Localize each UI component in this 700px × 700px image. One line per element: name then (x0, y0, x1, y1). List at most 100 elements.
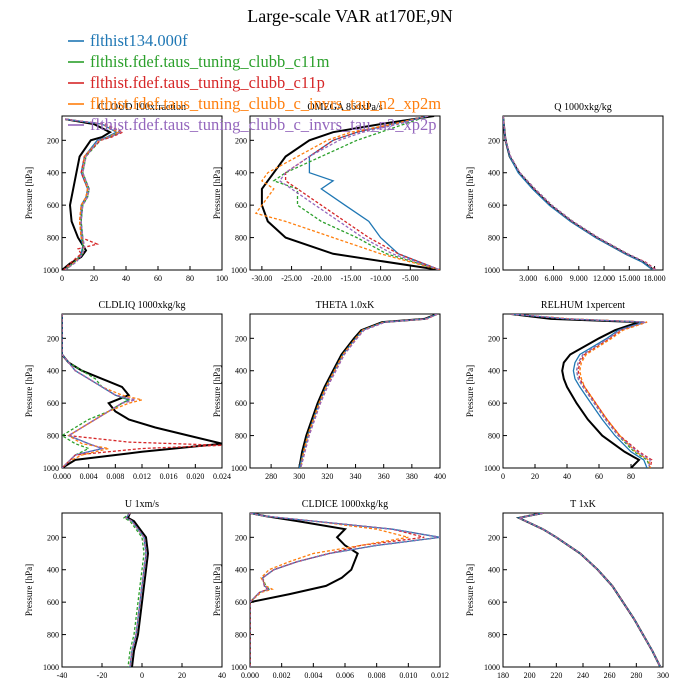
y-axis-label: Pressure [hPa] (24, 365, 34, 417)
series-line-5 (510, 314, 651, 468)
x-tick-label: 0.000 (241, 671, 259, 680)
plot-frame (61, 115, 223, 271)
x-tick-label: 6.000 (545, 274, 563, 283)
x-tick-label: 3.000 (519, 274, 537, 283)
panel-3: Q 1000xkg/kg 200 400 600 800 1000 Pressure [hP… (465, 102, 666, 283)
series-line-4 (254, 116, 440, 270)
y-tick-label: 600 (488, 598, 500, 607)
y-tick-label: 1000 (484, 663, 500, 672)
x-tick-label: -20.00 (311, 274, 332, 283)
x-tick-label: 0.006 (336, 671, 354, 680)
x-tick-label: 0.012 (133, 472, 151, 481)
series-line-2 (62, 314, 131, 468)
panel-title: THETA 1.0xK (316, 300, 375, 311)
x-tick-label: 0 (60, 274, 64, 283)
y-tick-label: 400 (235, 566, 247, 575)
x-tick-label: 340 (350, 472, 362, 481)
panel-2: OMEGA 864xPa/s 200 400 600 800 1000 Pressure [… (212, 102, 441, 283)
series-line-3 (284, 116, 440, 270)
x-tick-label: -10.00 (370, 274, 391, 283)
x-tick-label: 80 (186, 274, 194, 283)
x-tick-label: 400 (434, 472, 446, 481)
series-line-6 (515, 513, 662, 667)
x-tick-label: 0.008 (368, 671, 386, 680)
x-tick-label: -20 (97, 671, 108, 680)
x-tick-label: 280 (265, 472, 277, 481)
x-tick-label: 220 (550, 671, 562, 680)
series-line-2 (122, 513, 145, 667)
y-tick-label: 400 (47, 169, 59, 178)
series-line-5 (62, 314, 136, 468)
x-tick-label: 0.000 (53, 472, 71, 481)
x-tick-label: 100 (216, 274, 228, 283)
series-line-3 (300, 314, 438, 468)
y-tick-label: 800 (488, 432, 500, 441)
series-line-1 (64, 118, 118, 270)
series-line-5 (300, 314, 438, 468)
panel-1: CLOUD 100xfraction2004006008001000Pressu… (24, 102, 228, 283)
y-tick-label: 1000 (43, 464, 59, 473)
y-axis-label: Pressure [hPa] (212, 167, 222, 219)
panel-title: T 1xK (570, 499, 596, 510)
y-tick-label: 800 (488, 631, 500, 640)
panel-9: T 1xK 200 400 600 800 1000 Pressure [hPa] 180 20… (465, 499, 669, 680)
x-tick-label: 300 (657, 671, 669, 680)
y-tick-label: 200 (47, 334, 59, 343)
panel-title: CLDLIQ 1000xkg/kg (99, 300, 186, 311)
panel-title: Q 1000xkg/kg (554, 102, 612, 113)
y-tick-label: 400 (488, 566, 500, 575)
series-line-4 (64, 118, 120, 270)
series-line-5 (503, 116, 656, 270)
plot-frame (502, 512, 664, 668)
x-tick-label: 20 (178, 671, 186, 680)
panel-title: RELHUM 1xpercent (541, 300, 625, 311)
y-tick-label: 800 (47, 234, 59, 243)
panels-group: CLOUD 100xfraction2004006008001000Pressu… (24, 102, 669, 680)
x-tick-label: -5.00 (402, 274, 419, 283)
series-line-4 (300, 314, 438, 468)
y-tick-label: 400 (235, 367, 247, 376)
y-tick-label: 1000 (231, 663, 247, 672)
y-tick-label: 600 (47, 399, 59, 408)
y-tick-label: 400 (47, 566, 59, 575)
x-tick-label: 0.004 (80, 472, 98, 481)
y-axis-label: Pressure [hPa] (24, 564, 34, 616)
y-tick-label: 400 (488, 169, 500, 178)
y-tick-label: 200 (47, 533, 59, 542)
series-line-4 (510, 314, 651, 468)
x-tick-label: 80 (627, 472, 635, 481)
x-tick-label: 0.010 (399, 671, 417, 680)
series-line-1 (298, 314, 438, 468)
legend-label: flthist.fdef.taus_tuning_clubb_c11m (90, 52, 330, 71)
panel-6: RELHUM 1xpercent2004006008001000Pressure… (465, 300, 664, 481)
series-line-3 (516, 513, 661, 667)
x-tick-label: 20 (90, 274, 98, 283)
y-tick-label: 600 (235, 201, 247, 210)
series-line-2 (272, 116, 440, 270)
x-tick-label: 40 (122, 274, 130, 283)
series-line-3 (63, 118, 125, 270)
y-axis-label: Pressure [hPa] (465, 167, 475, 219)
y-tick-label: 800 (488, 234, 500, 243)
x-tick-label: 40 (563, 472, 571, 481)
y-tick-label: 1000 (43, 663, 59, 672)
y-tick-label: 1000 (43, 266, 59, 275)
y-tick-label: 800 (235, 432, 247, 441)
x-tick-label: -30.00 (252, 274, 273, 283)
series-line-1 (510, 314, 648, 468)
series-line-4 (250, 513, 409, 667)
y-tick-label: 400 (235, 169, 247, 178)
series-line-6 (126, 513, 150, 667)
x-tick-label: 300 (293, 472, 305, 481)
series-line-4 (516, 513, 661, 667)
panel-title: OMEGA 864xPa/s (307, 102, 382, 113)
series-line-2 (64, 118, 122, 270)
y-tick-label: 600 (488, 201, 500, 210)
x-tick-label: 260 (604, 671, 616, 680)
series-line-4 (503, 116, 656, 270)
legend-label: flthist134.000f (90, 31, 188, 50)
y-tick-label: 800 (47, 432, 59, 441)
x-tick-label: -40 (57, 671, 68, 680)
